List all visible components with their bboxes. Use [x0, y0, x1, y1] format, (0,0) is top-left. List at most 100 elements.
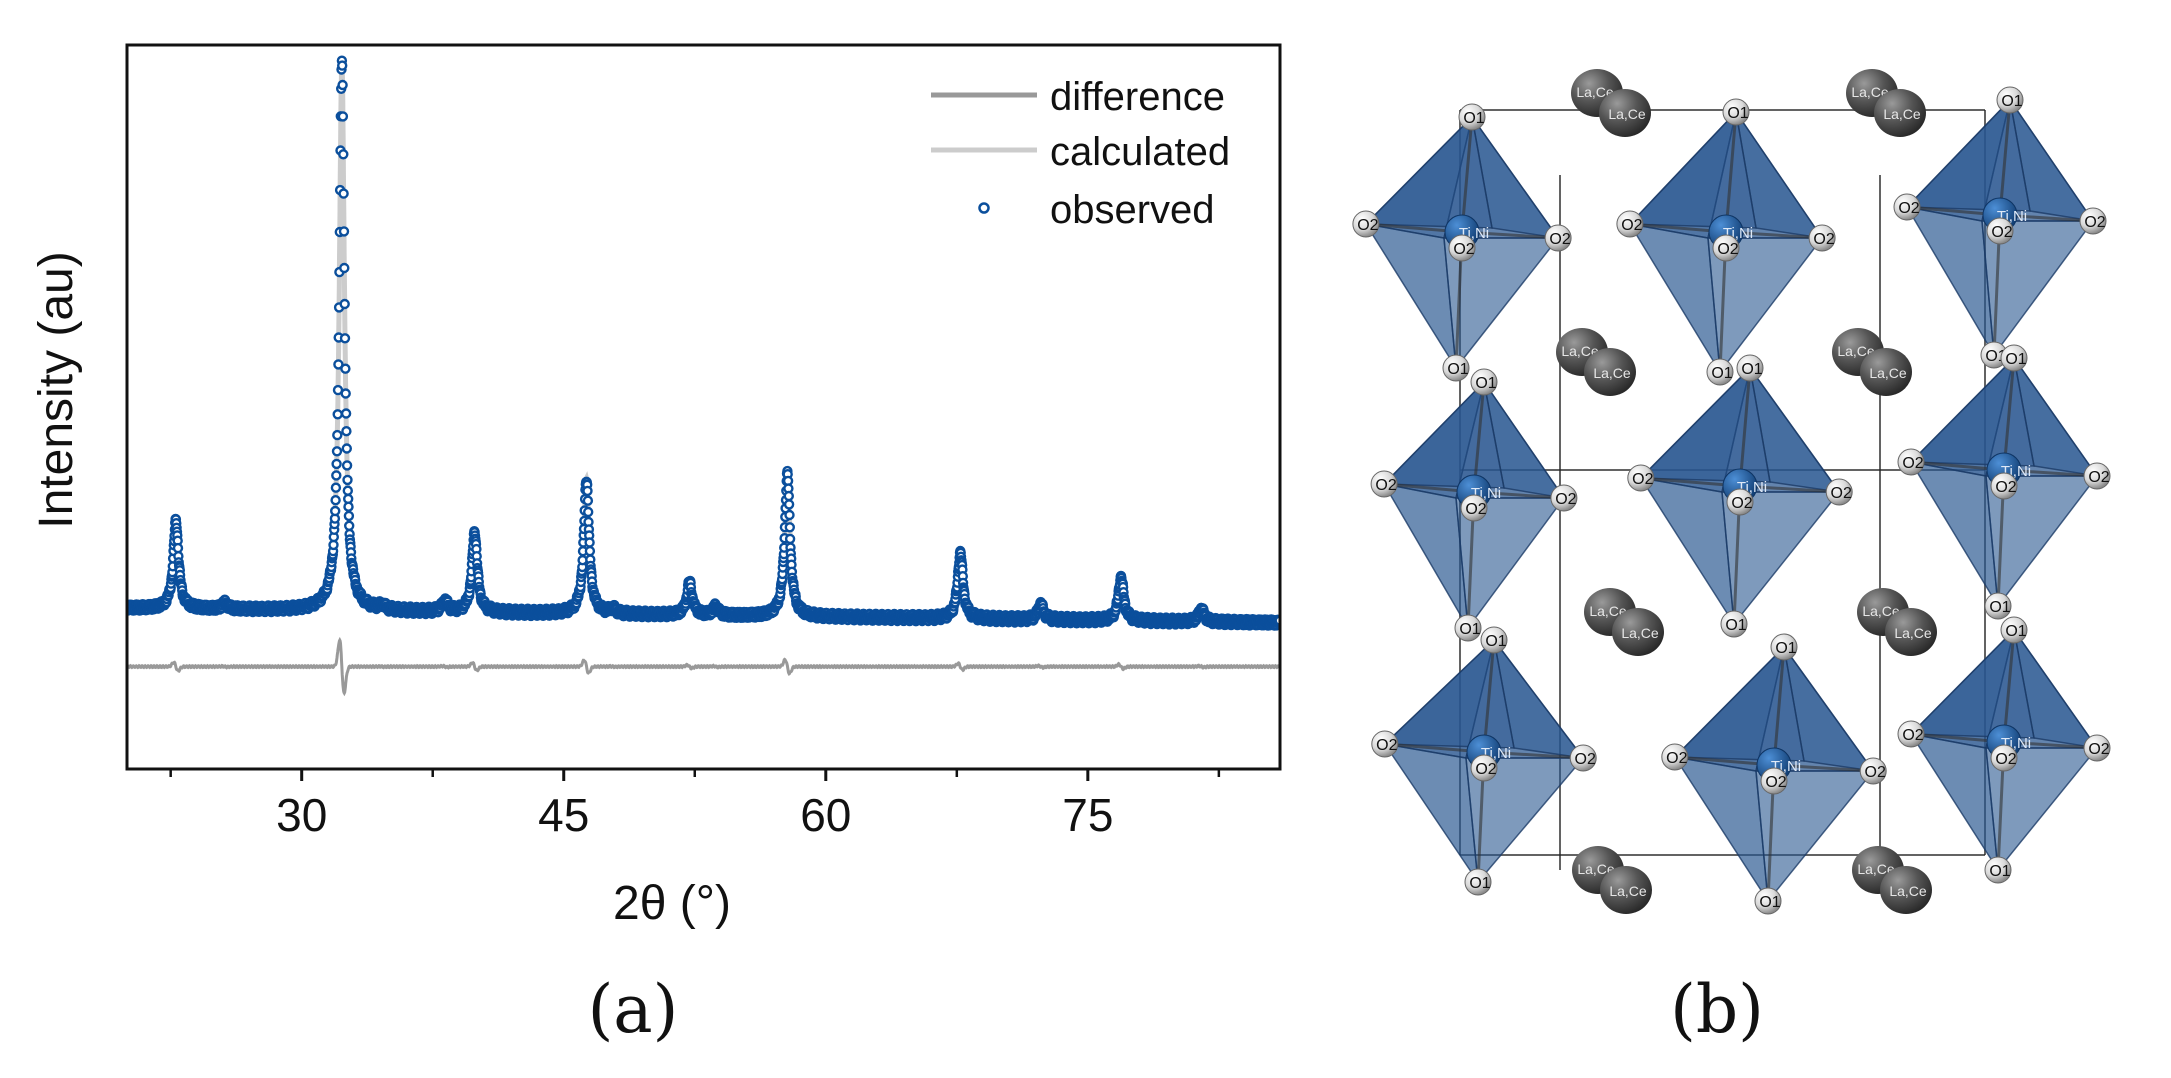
oxygen-label: O2 — [1995, 479, 2016, 496]
observed-point — [330, 505, 341, 517]
observed-point — [337, 79, 348, 91]
y-axis-label: Intensity (au) — [30, 251, 83, 528]
oxygen-atom — [2083, 734, 2111, 762]
oxygen-label: O2 — [1902, 727, 1923, 744]
observed-point — [783, 490, 794, 502]
observed-point — [339, 298, 350, 310]
octahedron-face — [1905, 205, 1995, 356]
octahedron-face — [1639, 366, 1771, 483]
oxygen-atom — [1460, 494, 1488, 522]
oxygen-atom — [1480, 626, 1508, 654]
observed-point — [340, 408, 352, 419]
bond — [1724, 111, 1738, 233]
oxygen-label: O1 — [2001, 93, 2022, 110]
octahedron-face — [1721, 491, 1841, 626]
oxygen-atom — [1371, 730, 1399, 758]
octahedron-face — [1383, 742, 1479, 883]
oxygen-atom — [1544, 224, 1572, 252]
oxygen-atom — [2079, 207, 2107, 235]
octahedron-face — [1382, 638, 1515, 749]
observed-point — [337, 60, 348, 71]
octahedron-face — [1673, 755, 1769, 902]
bond — [1998, 99, 2012, 216]
oxygen-atom — [1986, 217, 2014, 245]
oxygen-label: O1 — [1775, 640, 1796, 657]
observed-point — [340, 388, 351, 399]
oxygen-label: O2 — [1731, 495, 1752, 512]
octahedron-face — [1909, 628, 2035, 739]
oxygen-label: O2 — [1898, 200, 1919, 217]
oxygen-atom — [1990, 472, 2018, 500]
oxygen-atom — [1893, 193, 1921, 221]
octahedron-face — [1364, 222, 1457, 369]
series-observed-points — [127, 55, 1280, 631]
oxygen-atom — [1754, 887, 1782, 915]
oxygen-atom — [1661, 743, 1689, 771]
oxygen-label: O2 — [1632, 471, 1653, 488]
xrd-chart: 30 45 60 75 2θ (°) Intensity (au) differenc… — [30, 43, 1282, 930]
observed-point — [338, 149, 349, 160]
a-site-label: La,Ce — [1851, 84, 1889, 100]
oxygen-label: O1 — [1485, 633, 1506, 650]
observed-point — [339, 262, 350, 274]
oxygen-atom — [1464, 868, 1492, 896]
legend-calculated-label: calculated — [1050, 130, 1230, 174]
octahedron-face — [1639, 476, 1735, 625]
bond — [2002, 629, 2016, 743]
observed-point — [331, 470, 342, 481]
oxygen-label: O2 — [1621, 217, 1642, 234]
bond — [1738, 367, 1752, 487]
oxygen-label: O2 — [1375, 477, 1396, 494]
a-site-label: La,Ce — [1609, 883, 1647, 899]
a-site-atom — [1584, 348, 1636, 396]
oxygen-label: O2 — [2088, 469, 2109, 486]
oxygen-atom — [1726, 488, 1754, 516]
oxygen-atom — [1706, 358, 1734, 386]
octahedron-face — [1981, 220, 2095, 358]
oxygen-label: O1 — [1741, 361, 1762, 378]
oxygen-atom — [1550, 484, 1578, 512]
octahedron-face — [1443, 237, 1560, 370]
oxygen-atom — [1352, 210, 1380, 238]
observed-point — [584, 545, 596, 557]
a-site-label: La,Ce — [1561, 343, 1599, 359]
octahedron-face — [1382, 380, 1505, 489]
oxygen-atom — [1448, 234, 1476, 262]
a-site-label: La,Ce — [1608, 106, 1646, 122]
oxygen-label: O2 — [1357, 217, 1378, 234]
observed-point — [330, 482, 342, 493]
observed-point — [341, 426, 352, 437]
octahedron-face — [1909, 460, 1999, 607]
observed-point — [338, 188, 349, 199]
oxygen-atom — [1458, 103, 1486, 131]
octahedron-face — [1628, 222, 1721, 373]
observed-point — [343, 510, 355, 522]
bond — [1460, 116, 1474, 233]
observed-point — [784, 522, 795, 533]
bond — [1472, 381, 1486, 493]
observed-point — [330, 495, 341, 506]
octahedron-face — [1382, 482, 1469, 629]
octahedron-face — [1985, 747, 2099, 872]
observed-point — [582, 495, 594, 506]
oxygen-label: O1 — [1989, 599, 2010, 616]
oxygen-label: O1 — [1727, 105, 1748, 122]
observed-point — [784, 509, 795, 521]
observed-point — [338, 226, 350, 237]
panel-b-label: (b) — [1670, 971, 1764, 1048]
octahedron-face — [1465, 757, 1585, 884]
oxygen-label: O2 — [1666, 750, 1687, 767]
octahedron-face — [1909, 356, 2035, 467]
oxygen-label: O2 — [1465, 501, 1486, 518]
oxygen-atom — [2083, 462, 2111, 490]
oxygen-atom — [2000, 344, 2028, 372]
a-site-label: La,Ce — [1837, 343, 1875, 359]
observed-point — [342, 485, 353, 496]
observed-point — [337, 111, 349, 122]
oxygen-label: O2 — [2088, 741, 2109, 758]
a-site-atom — [1885, 608, 1937, 656]
octahedron-face — [1909, 732, 1999, 871]
oxygen-atom — [1569, 744, 1597, 772]
a-site-label: La,Ce — [1621, 625, 1659, 641]
